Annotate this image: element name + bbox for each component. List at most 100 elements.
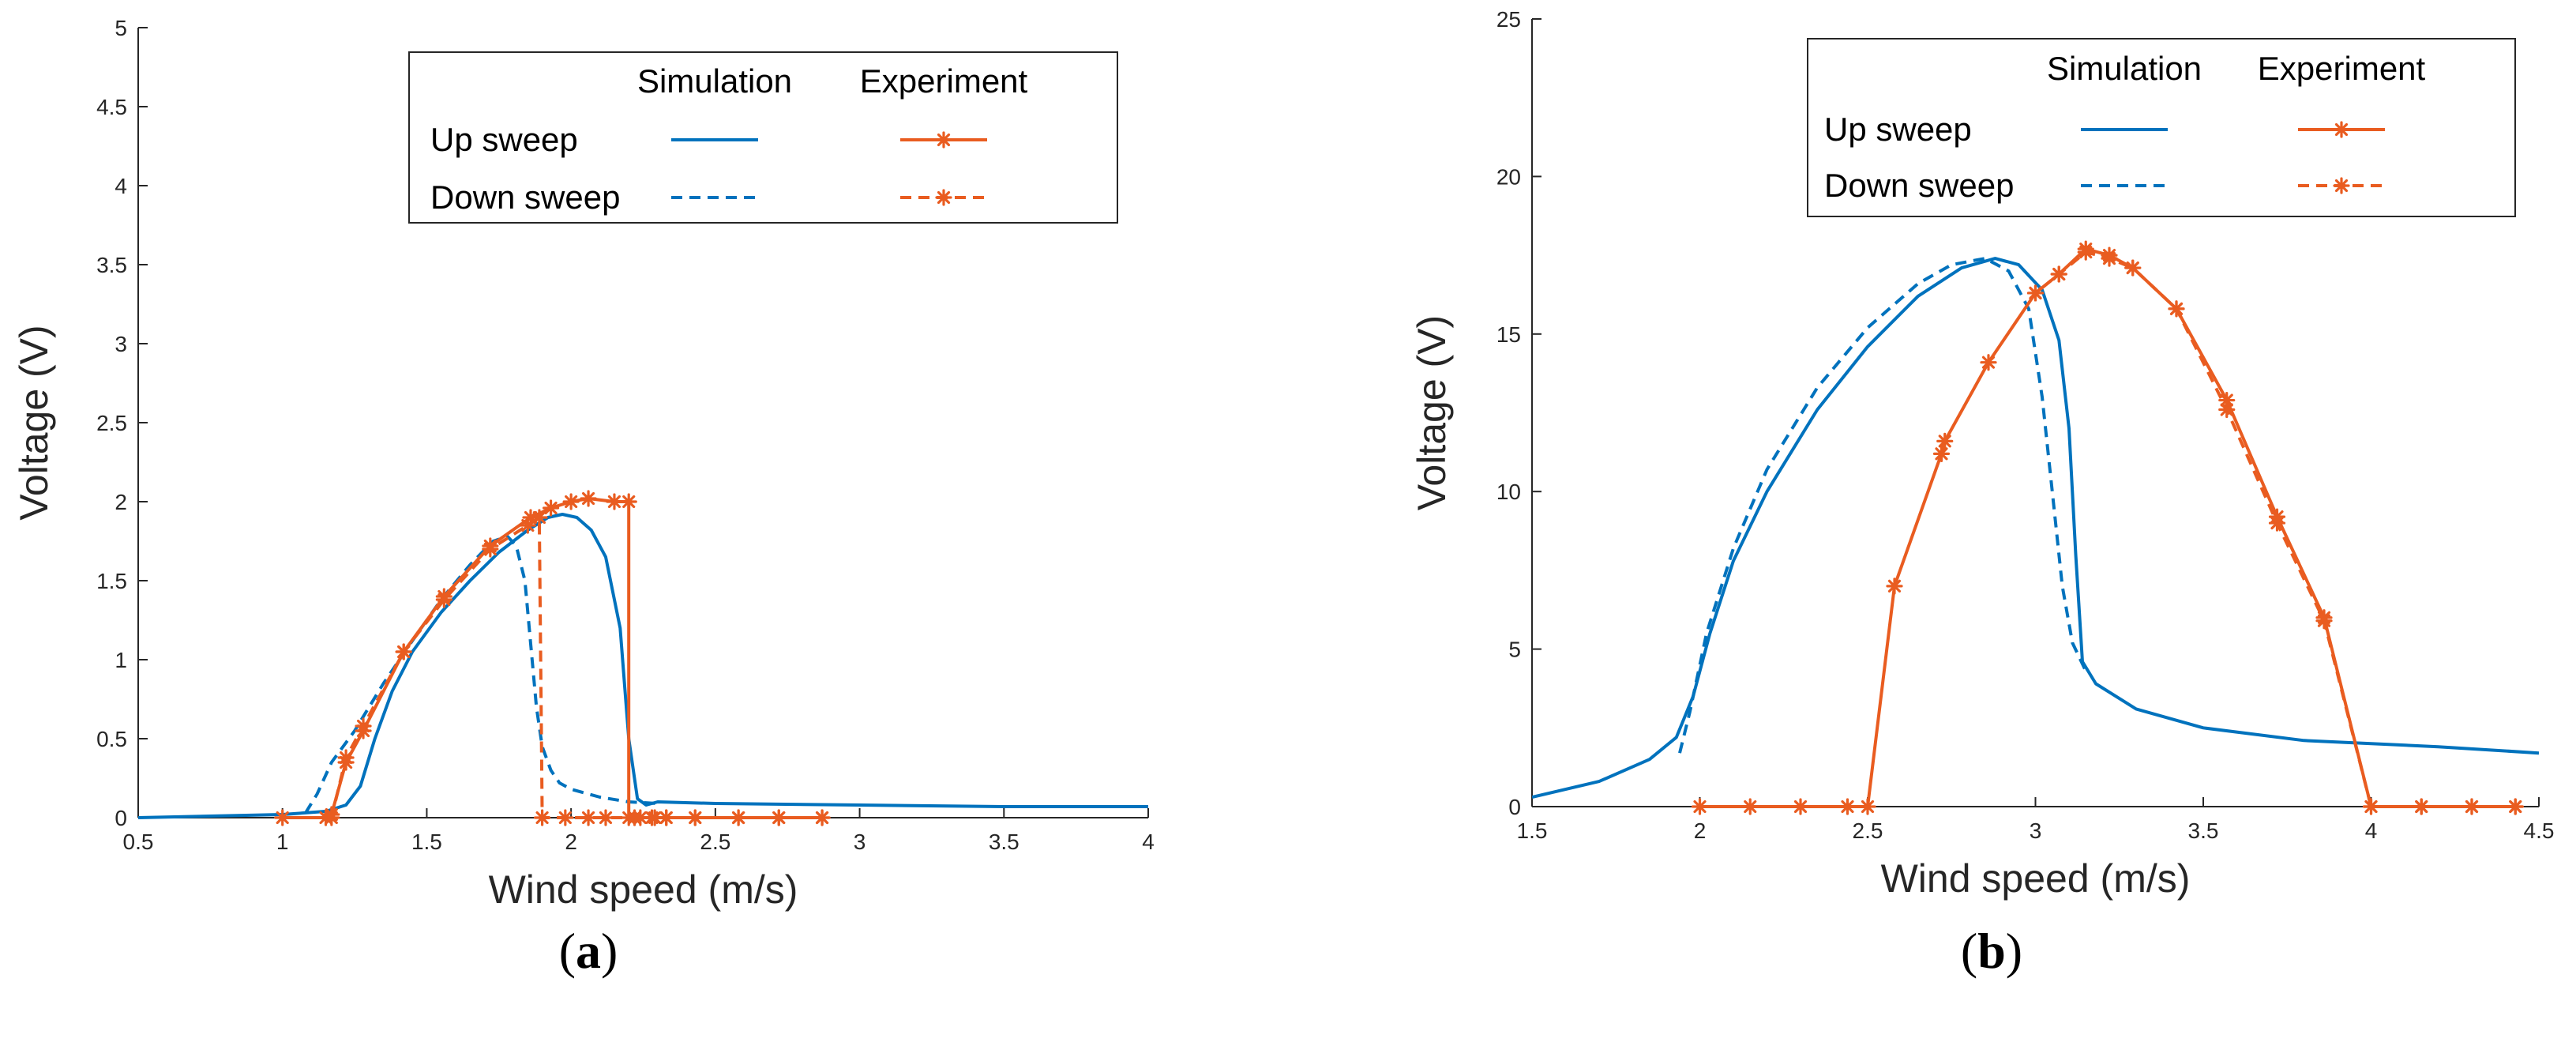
x-tick-label: 2.5 xyxy=(1853,818,1883,843)
data-point-experiment-up xyxy=(542,499,560,517)
x-tick-label: 3 xyxy=(854,830,866,854)
panel-label-letter: b xyxy=(1977,923,2006,979)
y-tick-label: 10 xyxy=(1496,480,1521,504)
y-tick-label: 3.5 xyxy=(96,253,127,277)
data-point-experiment-up xyxy=(1980,354,1997,371)
y-tick-label: 5 xyxy=(1508,638,1521,662)
y-tick-label: 0 xyxy=(1508,795,1521,819)
legend-marker-experiment-up xyxy=(935,131,952,149)
data-point-experiment-down xyxy=(813,809,831,826)
panel-label: (b) xyxy=(1961,923,2022,979)
panel-label-close-paren: ) xyxy=(2006,923,2022,979)
data-point-experiment-up xyxy=(1886,578,1903,595)
data-point-experiment-up xyxy=(1792,798,1809,815)
data-point-experiment-down xyxy=(2362,798,2380,815)
x-tick-label: 1.5 xyxy=(1517,818,1548,843)
series-line-simulation-up xyxy=(138,513,1148,819)
legend-row-label: Down sweep xyxy=(430,179,620,216)
data-point-experiment-down xyxy=(2507,798,2524,815)
y-tick-label: 0.5 xyxy=(96,727,127,751)
y-tick-label: 20 xyxy=(1496,164,1521,189)
x-tick-label: 4.5 xyxy=(2524,818,2555,843)
data-point-experiment-down xyxy=(323,809,340,826)
y-tick-label: 4.5 xyxy=(96,95,127,119)
x-tick-label: 2.5 xyxy=(700,830,730,854)
data-point-experiment-down xyxy=(2268,514,2286,532)
data-point-experiment-down xyxy=(2077,243,2094,261)
data-point-experiment-down xyxy=(597,809,614,826)
data-point-experiment-down xyxy=(557,809,574,826)
x-tick-label: 3.5 xyxy=(2188,818,2219,843)
legend: Simulation Experiment Up sweep Down sweep xyxy=(408,51,1118,224)
legend-header-experiment: Experiment xyxy=(2258,50,2426,87)
panel-label-open-paren: ( xyxy=(1961,923,1977,979)
data-point-experiment-up xyxy=(1838,798,1857,815)
data-point-experiment-up xyxy=(562,493,580,510)
data-point-experiment-down xyxy=(395,643,412,660)
x-tick-label: 2 xyxy=(565,830,577,854)
plot-area xyxy=(138,490,1148,826)
legend-box xyxy=(408,51,1118,224)
data-point-experiment-down xyxy=(580,809,597,826)
legend-marker-experiment-up xyxy=(2333,121,2350,138)
data-point-experiment-up xyxy=(1741,798,1759,815)
legend-header-experiment: Experiment xyxy=(860,62,1028,100)
y-tick-label: 1 xyxy=(115,648,127,672)
data-point-experiment-down xyxy=(435,591,452,608)
data-point-experiment-up xyxy=(1859,798,1876,815)
data-point-experiment-down xyxy=(730,809,747,826)
x-tick-label: 2 xyxy=(1694,818,1707,843)
data-point-experiment-down xyxy=(2413,798,2430,815)
chart-panel-b: 1.5 2 2.5 3 3.5 4 4.5 0 5 10 15 20 25 Wind speed (m/s… xyxy=(1410,7,2554,979)
data-point-experiment-down xyxy=(482,540,499,558)
data-point-experiment-up xyxy=(2218,391,2236,409)
data-point-experiment-down xyxy=(643,809,661,826)
data-point-experiment-down xyxy=(355,717,372,735)
legend-header-simulation: Simulation xyxy=(2047,50,2202,87)
x-axis-label: Wind speed (m/s) xyxy=(1881,856,2191,901)
x-tick-label: 1 xyxy=(276,830,289,854)
data-point-experiment-down xyxy=(2101,250,2118,267)
panel-label: (a) xyxy=(559,923,618,979)
legend-row-label: Up sweep xyxy=(430,121,578,158)
y-axis-label: Voltage (V) xyxy=(1410,315,1454,510)
panel-label-close-paren: ) xyxy=(601,923,618,979)
data-point-experiment-down xyxy=(534,809,551,826)
y-tick-label: 2.5 xyxy=(96,411,127,435)
data-point-experiment-down xyxy=(2218,401,2236,419)
x-axis-label: Wind speed (m/s) xyxy=(489,867,798,912)
y-tick-label: 15 xyxy=(1496,322,1521,347)
legend-marker-experiment-down xyxy=(2333,177,2350,194)
data-point-experiment-up xyxy=(274,809,291,826)
data-point-experiment-up xyxy=(606,493,623,510)
x-tick-label: 1.5 xyxy=(411,830,442,854)
data-point-experiment-up xyxy=(1932,445,1951,462)
data-point-experiment-down xyxy=(770,809,787,826)
data-point-experiment-down xyxy=(658,809,675,826)
legend-row-label: Down sweep xyxy=(1824,167,2014,204)
data-point-experiment-down xyxy=(686,809,704,826)
y-tick-label: 1.5 xyxy=(96,569,127,593)
y-tick-label: 4 xyxy=(115,174,127,198)
data-point-experiment-down xyxy=(337,749,355,766)
data-point-experiment-down xyxy=(2168,300,2185,318)
x-tick-label: 4 xyxy=(2365,818,2378,843)
plot-area xyxy=(1532,240,2539,815)
legend-marker-experiment-down xyxy=(935,189,952,206)
data-point-experiment-down xyxy=(2124,259,2142,277)
legend-header-simulation: Simulation xyxy=(637,62,792,100)
data-point-experiment-down xyxy=(519,517,536,534)
data-point-experiment-up xyxy=(620,493,637,510)
y-tick-label: 25 xyxy=(1496,7,1521,32)
legend-row-label: Up sweep xyxy=(1824,111,1972,148)
data-point-experiment-down xyxy=(2315,612,2333,630)
panel-label-open-paren: ( xyxy=(559,923,576,979)
data-point-experiment-up xyxy=(1936,432,1954,450)
x-tick-label: 0.5 xyxy=(123,830,154,854)
data-point-experiment-up xyxy=(522,509,539,526)
series-line-simulation-down xyxy=(1678,257,2088,754)
data-point-experiment-down xyxy=(531,509,548,526)
y-tick-label: 3 xyxy=(115,332,127,356)
series-line-simulation-down xyxy=(304,535,658,815)
